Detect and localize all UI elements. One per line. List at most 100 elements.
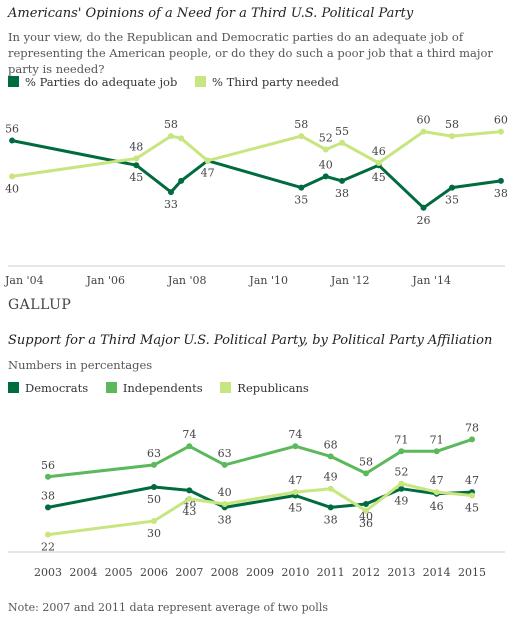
- chart2-data-label: 50: [147, 493, 161, 506]
- chart2-data-label: 38: [218, 513, 232, 526]
- chart1-x-tick-label: Jan '14: [411, 274, 451, 287]
- chart2-data-label: 43: [182, 505, 196, 518]
- chart2-data-point: [186, 487, 193, 494]
- legend-swatch-independents: [105, 382, 117, 393]
- chart1-data-point: [497, 177, 504, 184]
- chart2-legend: Democrats Independents Republicans: [8, 381, 323, 395]
- chart2-data-label: 47: [465, 474, 479, 487]
- chart2-data-point: [327, 453, 334, 460]
- chart2-data-label: 38: [324, 513, 338, 526]
- chart1-plot: Jan '04 Jan '06 Jan '08 Jan '10 Jan '12 Jan '…: [4, 114, 508, 287]
- chart2-data-point: [469, 492, 475, 499]
- chart2-data-point: [327, 485, 334, 492]
- chart1-x-tick-label: Jan '10: [248, 274, 288, 287]
- chart2-data-point: [45, 504, 51, 511]
- legend-swatch-third-party: [195, 76, 206, 87]
- footnote: Note: 2007 and 2011 data represent avera…: [8, 601, 328, 614]
- chart1-data-label: 38: [494, 187, 508, 200]
- legend-label-third-party: % Third party needed: [212, 75, 339, 89]
- chart1-data-label: 40: [319, 158, 333, 171]
- chart2-data-label: 63: [218, 447, 232, 460]
- chart2-data-point: [363, 470, 369, 477]
- chart2-series-line: [47, 437, 473, 479]
- legend-item-republicans: Republicans: [220, 381, 309, 395]
- chart2-data-label: 40: [218, 486, 232, 499]
- chart1-data-point: [497, 128, 504, 135]
- chart1-data-label: 52: [319, 132, 333, 145]
- chart2-data-label: 63: [147, 447, 161, 460]
- chart2-title: Support for a Third Major U.S. Political…: [8, 333, 493, 348]
- legend-label-republicans: Republicans: [237, 381, 309, 395]
- chart1-x-tick-label: Jan '08: [167, 274, 207, 287]
- chart2-data-point: [45, 473, 51, 480]
- chart1-series-line: [11, 130, 502, 178]
- chart2-data-point: [363, 501, 369, 507]
- chart2-x-tick-label: 2007: [175, 566, 203, 579]
- chart2-x-tick-label: 2010: [281, 566, 309, 579]
- chart2-x-tick-label: 2005: [105, 566, 133, 579]
- chart2-x-tick-label: 2009: [246, 566, 274, 579]
- chart2-data-label: 46: [430, 500, 444, 513]
- chart2-data-label: 74: [182, 428, 196, 441]
- legend-swatch-republicans: [220, 382, 232, 393]
- chart2-data-point: [221, 461, 228, 468]
- chart2-data-point: [433, 448, 440, 455]
- chart1-x-tick-label: Jan '04: [4, 274, 44, 287]
- legend-item-adequate: % Parties do adequate job: [8, 75, 177, 89]
- chart2-data-point: [151, 518, 157, 524]
- chart1-data-point: [322, 173, 329, 180]
- chart1-data-point: [339, 139, 346, 146]
- chart2-data-label: 47: [288, 474, 302, 487]
- chart2-data-label: 71: [430, 433, 444, 446]
- chart1-data-label: 46: [372, 145, 386, 158]
- chart1-x-tick-label: Jan '06: [85, 274, 125, 287]
- chart2-x-tick-label: 2013: [387, 566, 415, 579]
- chart1-data-point: [298, 133, 305, 140]
- legend-swatch-democrats: [8, 382, 19, 393]
- chart1-data-point: [9, 137, 16, 144]
- legend-item-independents: Independents: [105, 381, 203, 395]
- chart2-data-label: 22: [41, 541, 55, 554]
- chart1-series-line: [11, 139, 502, 210]
- chart1-data-label: 47: [201, 167, 215, 180]
- chart2-series-line: [47, 485, 473, 509]
- chart2-data-point: [186, 443, 193, 450]
- chart2-data-point: [433, 489, 440, 496]
- chart2-data-label: 52: [394, 466, 408, 479]
- chart2-data-point: [469, 436, 475, 443]
- chart2-data-point: [398, 480, 405, 487]
- chart2-data-point: [292, 489, 299, 496]
- chart1-data-point: [339, 177, 346, 184]
- chart2-x-tick-label: 2012: [352, 566, 380, 579]
- chart1-data-label: 45: [372, 171, 386, 184]
- chart1-legend: % Parties do adequate job % Third party …: [8, 75, 353, 89]
- chart2-data-point: [363, 507, 369, 514]
- chart1-data-point: [178, 177, 185, 184]
- chart1-data-point: [322, 146, 329, 153]
- chart2-x-tick-label: 2003: [34, 566, 62, 579]
- chart1-data-point: [375, 159, 382, 166]
- chart1-data-label: 38: [335, 187, 349, 200]
- chart2-data-point: [398, 448, 405, 455]
- chart2-data-label: 40: [359, 510, 373, 523]
- chart1-data-label: 58: [294, 118, 308, 131]
- chart1-data-point: [298, 184, 305, 191]
- chart2-data-label: 56: [41, 459, 55, 472]
- chart1-data-label: 26: [417, 214, 431, 227]
- chart1-data-point: [9, 173, 16, 180]
- legend-label-democrats: Democrats: [25, 381, 89, 395]
- chart2-data-point: [186, 495, 193, 502]
- chart2-data-point: [45, 531, 51, 538]
- chart2-data-label: 49: [394, 495, 408, 508]
- chart2-data-label: 45: [465, 502, 479, 515]
- chart1-data-label: 55: [335, 125, 349, 138]
- chart1-data-point: [167, 189, 174, 196]
- chart2-data-label: 45: [288, 502, 302, 515]
- chart1-subtitle: In your view, do the Republican and Demo…: [8, 30, 493, 76]
- chart2-data-label: 49: [324, 471, 338, 484]
- chart1-data-label: 56: [5, 123, 19, 136]
- chart1-data-point: [449, 133, 456, 140]
- chart2-series-line: [47, 482, 473, 537]
- chart1-data-label: 60: [417, 114, 431, 127]
- chart2-x-tick-label: 2008: [211, 566, 239, 579]
